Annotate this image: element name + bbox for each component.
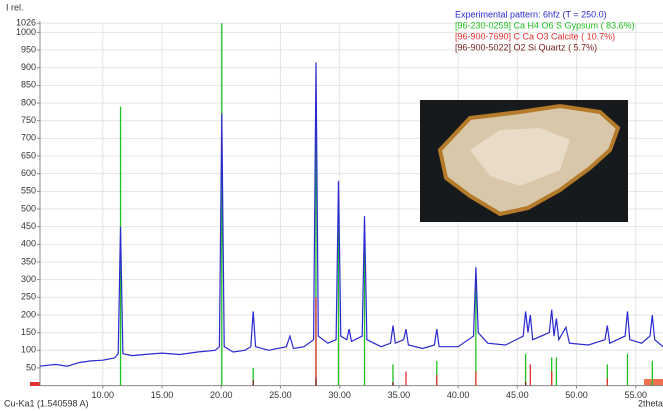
- sample-photo: [420, 100, 628, 222]
- y-tick-label: 800: [21, 97, 36, 107]
- legend-entry: [96-900-5022] O2 Si Quartz ( 5.7%): [455, 42, 597, 52]
- y-tick-label: 250: [21, 292, 36, 302]
- x-tick-label: 35.00: [388, 390, 411, 400]
- legend-entry: [96-900-7690] C Ca O3 Calcite ( 10.7%): [455, 31, 615, 41]
- start-marker: [30, 382, 40, 386]
- y-tick-label: 200: [21, 309, 36, 319]
- y-tick-label: 50: [26, 362, 36, 372]
- x-tick-label: 50.00: [565, 390, 588, 400]
- y-tick-label: 100: [21, 345, 36, 355]
- y-tick-label: 600: [21, 168, 36, 178]
- y-tick-label: 950: [21, 44, 36, 54]
- legend-entry: Experimental pattern: 6hfz (T = 250.0): [455, 9, 607, 19]
- y-tick-label: 1000: [16, 27, 36, 37]
- y-tick-label: 850: [21, 80, 36, 90]
- x-tick-label: 10.00: [92, 390, 115, 400]
- x-tick-label: 15.00: [151, 390, 174, 400]
- y-tick-label: 350: [21, 256, 36, 266]
- scroll-marker: [644, 379, 663, 386]
- legend-entry: [96-230-0259] Ca H4 O6 S Gypsum ( 83.6%): [455, 20, 635, 30]
- page: I rel. Cu-Ka1 (1.540598 A) 2theta 501001…: [0, 0, 663, 411]
- chart: I rel. Cu-Ka1 (1.540598 A) 2theta 501001…: [0, 0, 663, 411]
- y-tick-label: 450: [21, 221, 36, 231]
- x-tick-label: 55.00: [624, 390, 647, 400]
- y-axis-label: I rel.: [6, 2, 24, 12]
- y-tick-label: 900: [21, 62, 36, 72]
- footer: Cu-Ka1 (1.540598 A): [4, 398, 89, 408]
- x-tick-label: 40.00: [447, 390, 470, 400]
- x-tick-label: 30.00: [328, 390, 351, 400]
- y-tick-label: 300: [21, 274, 36, 284]
- x-tick-label: 20.00: [210, 390, 233, 400]
- y-tick-label: 750: [21, 115, 36, 125]
- y-tick-label: 150: [21, 327, 36, 337]
- y-tick-label: 400: [21, 239, 36, 249]
- y-tick-label: 500: [21, 203, 36, 213]
- y-tick-label: 650: [21, 150, 36, 160]
- x-tick-label: 25.00: [269, 390, 292, 400]
- y-tick-label: 700: [21, 133, 36, 143]
- x-tick-label: 45.00: [506, 390, 529, 400]
- y-tick-label: 550: [21, 186, 36, 196]
- y-tick-label: 1026: [16, 18, 36, 28]
